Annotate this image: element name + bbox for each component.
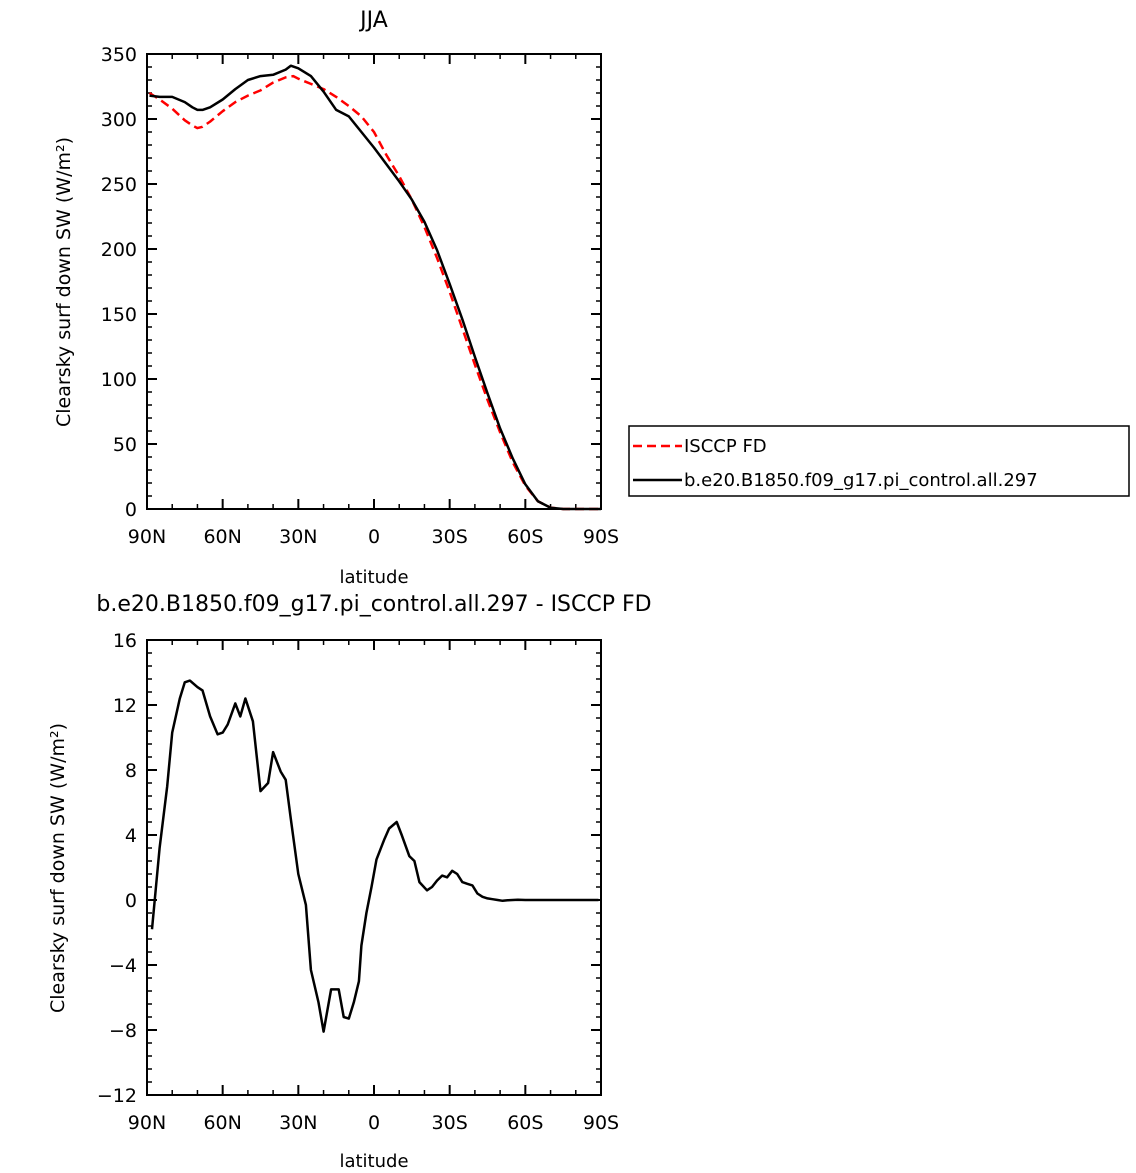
y-tick-label: −4 — [109, 955, 137, 977]
y-tick-label: 100 — [101, 369, 137, 391]
x-tick-label: 90S — [583, 1112, 619, 1134]
x-tick-label: 30N — [279, 526, 317, 548]
legend-label-isccp: ISCCP FD — [684, 436, 767, 457]
top-panel: JJA latitude Clearsky surf down SW (W/m²… — [53, 8, 619, 588]
bottom-plot-frame — [146, 639, 602, 1096]
x-tick-label: 30N — [279, 1112, 317, 1134]
y-tick-label: 250 — [101, 174, 137, 196]
y-tick-label: 8 — [125, 760, 137, 782]
x-tick-label: 60S — [507, 526, 543, 548]
y-tick-label: 12 — [113, 695, 137, 717]
y-tick-label: 16 — [113, 630, 137, 652]
x-tick-label: 90N — [128, 1112, 166, 1134]
bottom-panel: b.e20.B1850.f09_g17.pi_control.all.297 -… — [47, 592, 652, 1172]
top-plot-frame — [146, 53, 602, 510]
y-tick-label: 150 — [101, 304, 137, 326]
legend: ISCCP FD b.e20.B1850.f09_g17.pi_control.… — [628, 425, 1130, 497]
series-line-isccp-fd — [148, 74, 601, 511]
y-tick-label: 350 — [101, 44, 137, 66]
bottom-x-axis-label: latitude — [339, 1151, 408, 1172]
top-y-axis-label: Clearsky surf down SW (W/m²) — [53, 137, 75, 427]
legend-label-model: b.e20.B1850.f09_g17.pi_control.all.297 — [684, 470, 1038, 491]
x-tick-label: 90N — [128, 526, 166, 548]
x-tick-label: 90S — [583, 526, 619, 548]
y-tick-label: 4 — [125, 825, 137, 847]
y-tick-label: 50 — [113, 434, 137, 456]
x-tick-label: 30S — [432, 526, 468, 548]
y-tick-label: 0 — [125, 499, 137, 521]
y-tick-label: 0 — [125, 890, 137, 912]
y-tick-label: 200 — [101, 239, 137, 261]
x-tick-label: 0 — [368, 1112, 380, 1134]
bottom-y-axis-label: Clearsky surf down SW (W/m²) — [47, 723, 69, 1013]
x-tick-label: 60N — [203, 1112, 241, 1134]
top-chart-title: JJA — [358, 8, 388, 33]
bottom-chart-title: b.e20.B1850.f09_g17.pi_control.all.297 -… — [96, 592, 651, 617]
x-tick-label: 0 — [368, 526, 380, 548]
x-tick-label: 30S — [432, 1112, 468, 1134]
series-line-model — [149, 64, 601, 511]
y-tick-label: 300 — [101, 109, 137, 131]
legend-box — [628, 425, 1130, 497]
y-tick-label: −8 — [109, 1020, 137, 1042]
y-tick-label: −12 — [97, 1085, 137, 1107]
x-tick-label: 60N — [203, 526, 241, 548]
x-tick-label: 60S — [507, 1112, 543, 1134]
series-line-difference — [150, 679, 599, 1033]
top-x-axis-label: latitude — [339, 567, 408, 588]
